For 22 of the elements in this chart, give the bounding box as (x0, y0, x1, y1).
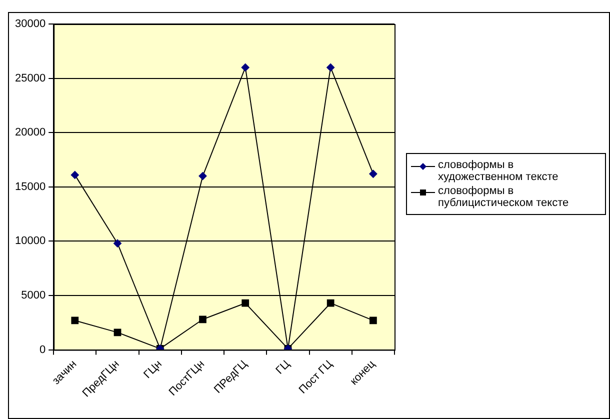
x-tick-label: ГЦн (142, 358, 164, 381)
y-tick-label: 0 (39, 344, 46, 356)
y-tick-label: 30000 (14, 18, 46, 30)
x-tick-label: ГЦ (274, 358, 292, 377)
point (370, 316, 377, 324)
point (326, 63, 335, 72)
point (369, 170, 378, 178)
point (114, 239, 122, 248)
point (114, 328, 122, 336)
point (241, 63, 250, 72)
point (242, 299, 250, 307)
point (199, 316, 206, 324)
y-tick-label: 20000 (14, 126, 46, 139)
y-tick-label: 5000 (21, 290, 46, 302)
y-tick-label: 10000 (14, 235, 46, 248)
point (71, 316, 79, 324)
y-tick-label: 15000 (14, 180, 46, 193)
y-tick-label: 25000 (14, 72, 46, 84)
point (70, 170, 79, 179)
point (198, 172, 207, 180)
point (326, 299, 334, 307)
legend-label: словоформы в публицистическом тексте (438, 185, 570, 209)
